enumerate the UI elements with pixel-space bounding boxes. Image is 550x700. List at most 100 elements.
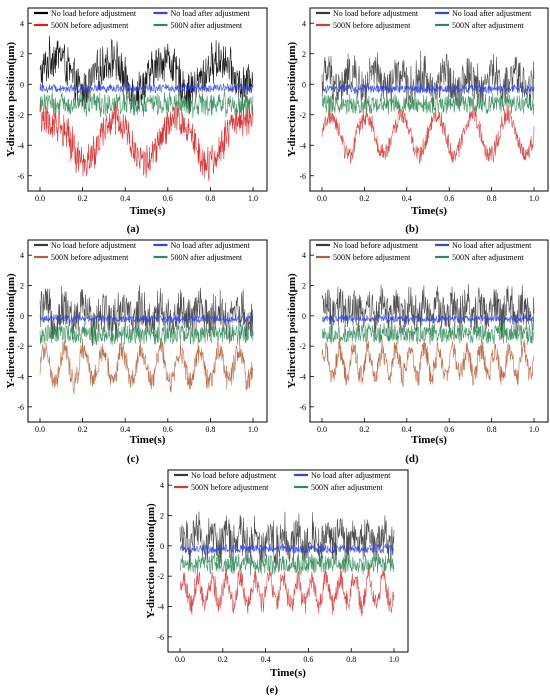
- legend-label: No load after adjustment: [452, 9, 532, 18]
- panel-label: (d): [405, 453, 419, 465]
- series-line-500n-after-adjustment: [39, 91, 254, 118]
- series-line-500n-before-adjustment: [321, 104, 535, 164]
- series-line-500n-after-adjustment: [321, 93, 535, 116]
- y-tick-label: 2: [20, 282, 24, 291]
- x-tick-label: 0.0: [317, 194, 327, 203]
- series-line-no-load-after-adjustment: [39, 314, 254, 324]
- legend-label: No load before adjustment: [191, 471, 277, 480]
- x-axis-label: Time(s): [411, 434, 447, 446]
- x-tick-label: 0.0: [35, 425, 45, 434]
- x-tick-label: 0.2: [78, 194, 88, 203]
- x-tick-label: 0.4: [120, 425, 130, 434]
- y-tick-label: -2: [157, 572, 164, 581]
- y-tick-label: -4: [17, 141, 24, 150]
- legend-label: 500N after adjustment: [171, 21, 243, 30]
- x-tick-label: 1.0: [529, 194, 539, 203]
- x-tick-label: 0.2: [359, 425, 369, 434]
- legend-label: No load after adjustment: [311, 471, 391, 480]
- y-axis-label: Y-direction position(μm): [286, 42, 298, 158]
- y-tick-label: 4: [302, 251, 306, 260]
- y-tick-label: 0: [302, 312, 306, 321]
- chart-panel-e: -6 -4 -2 0 2 4 0.0 0.2 0.4 0.6 0.8 1.0 Time(s) Y-dire…: [145, 469, 409, 696]
- y-tick-label: 4: [20, 19, 24, 28]
- y-tick-label: 2: [160, 512, 164, 521]
- legend-label: No load before adjustment: [333, 9, 419, 18]
- panel-label: (e): [266, 684, 279, 696]
- legend-label: No load after adjustment: [452, 241, 532, 250]
- y-tick-label: 2: [20, 50, 24, 59]
- chart-panel-a: -6 -4 -2 0 2 4 0.0 0.2 0.4 0.6 0.8 1.0 Time(s) Y-dire…: [5, 7, 268, 235]
- y-tick-label: -6: [299, 172, 306, 181]
- series-line-500n-before-adjustment: [39, 97, 254, 181]
- legend-label: 500N before adjustment: [191, 483, 269, 492]
- x-tick-label: 1.0: [248, 425, 258, 434]
- x-tick-label: 0.2: [359, 194, 369, 203]
- y-tick-label: 4: [302, 19, 306, 28]
- series-line-500n-before-adjustment: [39, 337, 254, 395]
- plot-frame: [309, 239, 549, 423]
- y-tick-label: -4: [157, 603, 164, 612]
- legend-label: 500N after adjustment: [171, 253, 243, 262]
- series-line-500n-before-adjustment: [179, 564, 395, 617]
- legend-label: No load after adjustment: [171, 9, 251, 18]
- y-tick-label: 2: [302, 50, 306, 59]
- legend-label: No load before adjustment: [51, 241, 137, 250]
- y-axis-label: Y-direction position(μm): [5, 42, 17, 158]
- x-tick-label: 0.6: [444, 194, 454, 203]
- y-tick-label: -6: [299, 403, 306, 412]
- series-group: [39, 285, 254, 395]
- y-tick-label: -4: [17, 373, 24, 382]
- chart-panel-b: -6 -4 -2 0 2 4 0.0 0.2 0.4 0.6 0.8 1.0 Time(s) Y-dire…: [286, 7, 549, 235]
- x-tick-label: 1.0: [529, 425, 539, 434]
- y-tick-label: -2: [17, 342, 24, 351]
- series-line-no-load-before-adjustment: [39, 285, 254, 347]
- legend: No load before adjustment No load after a…: [34, 241, 251, 262]
- plot-frame: [27, 239, 268, 423]
- y-tick-label: -4: [299, 141, 306, 150]
- legend-label: 500N after adjustment: [452, 253, 524, 262]
- series-group: [39, 35, 254, 181]
- x-tick-label: 0.6: [163, 194, 173, 203]
- x-axis-label: Time(s): [411, 205, 447, 217]
- x-tick-label: 1.0: [389, 655, 399, 664]
- plot-frame: [167, 469, 409, 653]
- y-tick-label: 2: [302, 282, 306, 291]
- legend-label: No load before adjustment: [51, 9, 137, 18]
- y-tick-label: -6: [157, 633, 164, 642]
- x-axis-label: Time(s): [130, 434, 166, 446]
- y-tick-label: 4: [20, 251, 24, 260]
- panel-label: (b): [405, 223, 419, 235]
- x-tick-label: 0.4: [402, 194, 412, 203]
- x-axis-label: Time(s): [130, 205, 166, 217]
- series-line-500n-before-adjustment: [321, 336, 535, 387]
- y-axis-label: Y-direction position(μm): [145, 503, 157, 619]
- series-line-500n-after-adjustment: [179, 551, 395, 576]
- series-line-500n-after-adjustment: [39, 322, 254, 346]
- x-tick-label: 0.8: [205, 425, 215, 434]
- legend: No load before adjustment No load after a…: [316, 241, 532, 262]
- panel-label: (a): [127, 223, 140, 235]
- legend: No load before adjustment No load after a…: [316, 9, 532, 30]
- series-group: [321, 50, 535, 164]
- y-tick-label: 0: [302, 80, 306, 89]
- x-axis-label: Time(s): [270, 667, 306, 679]
- x-tick-label: 0.8: [487, 194, 497, 203]
- y-tick-label: 0: [160, 542, 164, 551]
- y-axis-label: Y-direction position(μm): [5, 273, 17, 389]
- x-tick-label: 0.8: [346, 655, 356, 664]
- series-line-no-load-after-adjustment: [321, 314, 535, 324]
- x-tick-label: 0.4: [120, 194, 130, 203]
- series-line-no-load-after-adjustment: [321, 83, 535, 95]
- panel-label: (c): [127, 453, 140, 465]
- legend-label: 500N before adjustment: [333, 21, 411, 30]
- legend-label: 500N before adjustment: [51, 21, 129, 30]
- x-tick-label: 0.6: [444, 425, 454, 434]
- series-group: [179, 511, 395, 617]
- x-tick-label: 0.0: [175, 655, 185, 664]
- series-line-no-load-after-adjustment: [39, 82, 254, 94]
- y-axis-label: Y-direction position(μm): [286, 273, 298, 389]
- series-group: [321, 283, 535, 387]
- legend-label: 500N after adjustment: [311, 483, 383, 492]
- y-tick-label: -6: [17, 403, 24, 412]
